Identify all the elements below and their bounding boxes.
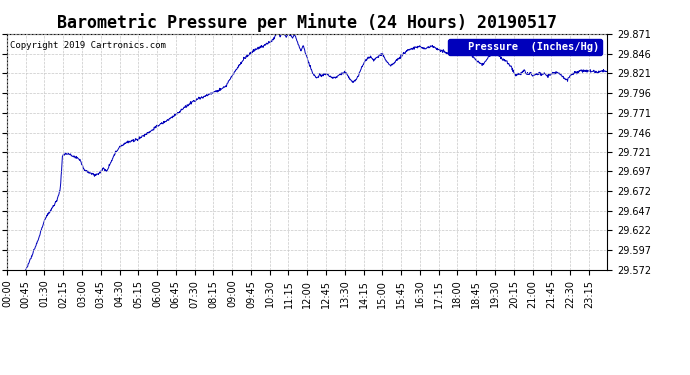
Title: Barometric Pressure per Minute (24 Hours) 20190517: Barometric Pressure per Minute (24 Hours…	[57, 13, 557, 32]
Text: Copyright 2019 Cartronics.com: Copyright 2019 Cartronics.com	[10, 41, 166, 50]
Legend: Pressure  (Inches/Hg): Pressure (Inches/Hg)	[448, 39, 602, 55]
